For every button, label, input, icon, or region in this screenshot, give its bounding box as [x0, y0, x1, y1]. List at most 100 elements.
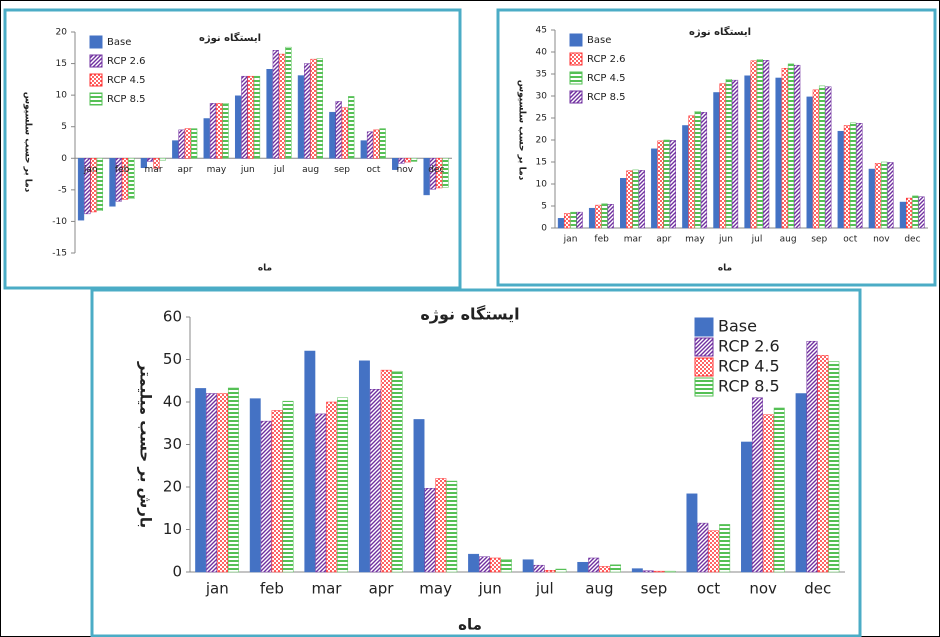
legend-label: RCP 4.5 — [107, 75, 146, 86]
bar — [588, 207, 596, 229]
bar — [669, 140, 676, 229]
y-tick-label: 40 — [536, 48, 548, 58]
x-tick-label: feb — [260, 580, 284, 598]
bar — [794, 64, 801, 229]
bar — [697, 522, 709, 573]
bar — [241, 75, 248, 159]
legend-label: Base — [587, 35, 611, 46]
bar — [249, 398, 261, 573]
x-tick-label: nov — [873, 235, 890, 245]
y-tick-label: 20 — [536, 136, 548, 146]
bar — [216, 103, 223, 159]
bar — [436, 158, 443, 189]
legend-swatch — [89, 35, 103, 49]
y-tick-label: 10 — [536, 180, 548, 190]
bar — [837, 130, 844, 229]
bar — [366, 131, 374, 159]
bar — [128, 158, 135, 199]
chart-title: ایستگاه نوژه — [199, 31, 261, 44]
bar — [96, 158, 104, 211]
bar — [413, 419, 425, 573]
bar — [756, 59, 764, 229]
bar — [850, 122, 857, 229]
bar — [868, 168, 875, 229]
y-axis-title: بارش بر حسب میلیمتر — [137, 361, 155, 528]
legend-swatch — [569, 52, 583, 66]
x-tick-label: jun — [718, 235, 733, 245]
bar — [222, 103, 229, 159]
x-tick-label: sep — [811, 235, 827, 245]
bar — [234, 95, 242, 159]
bar — [227, 387, 239, 573]
bar — [360, 140, 367, 159]
bar — [203, 118, 210, 159]
chart-frame — [3, 8, 462, 290]
bar — [373, 129, 380, 159]
x-tick-label: jul — [273, 165, 285, 175]
bar — [446, 480, 458, 573]
x-tick-label: sep — [334, 165, 350, 175]
bar — [380, 369, 392, 573]
bar — [781, 68, 788, 229]
y-tick-label: 20 — [163, 478, 182, 496]
x-tick-label: apr — [177, 165, 192, 175]
x-tick-label: feb — [115, 165, 130, 175]
y-tick-label: 5 — [541, 202, 547, 212]
bar — [750, 60, 757, 229]
bar — [172, 140, 179, 159]
bar — [856, 123, 863, 229]
legend-label: RCP 8.5 — [718, 377, 780, 396]
x-tick-label: jul — [535, 580, 554, 598]
bar — [806, 96, 813, 229]
x-tick-label: oct — [843, 235, 857, 245]
legend-label: Base — [718, 317, 757, 336]
bar — [708, 530, 720, 573]
bar — [247, 75, 254, 159]
bar — [140, 158, 148, 169]
bar — [398, 158, 405, 164]
x-tick-label: jan — [563, 235, 578, 245]
bar — [282, 400, 294, 573]
x-axis-title: ماه — [458, 616, 482, 634]
bar — [818, 85, 826, 229]
bar — [570, 211, 577, 229]
bar — [763, 60, 770, 229]
x-tick-label: apr — [369, 580, 395, 598]
bar — [828, 361, 840, 573]
bar — [217, 393, 228, 573]
bar — [310, 58, 317, 159]
legend-swatch — [694, 377, 714, 397]
x-tick-label: may — [207, 165, 227, 175]
bar — [577, 561, 589, 573]
bar — [369, 389, 381, 573]
bar — [694, 111, 701, 229]
bar — [642, 570, 654, 573]
bar — [424, 488, 436, 573]
bar — [271, 410, 283, 573]
bar — [266, 69, 273, 159]
bar — [392, 158, 399, 170]
x-tick-label: nov — [397, 165, 414, 175]
bar — [905, 197, 913, 229]
bar — [285, 46, 292, 159]
bar — [825, 86, 832, 229]
bar — [657, 140, 664, 229]
y-tick-label: 10 — [163, 520, 182, 538]
bar — [329, 111, 336, 159]
y-tick-label: 0 — [172, 563, 182, 581]
bar — [316, 58, 323, 159]
legend-swatch — [569, 71, 583, 85]
chart-title: ایستگاه نوژه — [420, 305, 519, 324]
bar — [522, 559, 534, 573]
bar — [881, 161, 888, 229]
bar — [500, 559, 512, 573]
bar — [159, 158, 166, 161]
bar — [533, 564, 545, 573]
y-tick-label: 0 — [541, 224, 547, 234]
bar — [700, 112, 708, 229]
bar — [682, 125, 689, 229]
legend-label: RCP 2.6 — [587, 54, 626, 65]
x-tick-label: apr — [656, 235, 671, 245]
x-tick-label: jun — [240, 165, 255, 175]
